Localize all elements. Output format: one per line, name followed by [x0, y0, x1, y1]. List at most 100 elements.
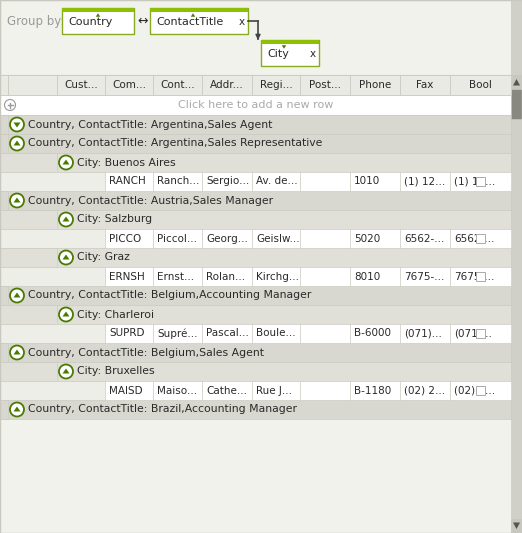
Bar	[261, 40, 319, 66]
Bar	[0, 362, 511, 381]
Bar	[300, 267, 350, 286]
Bar	[350, 75, 400, 95]
Bar	[105, 229, 153, 248]
Text: City: Bruxelles: City: Bruxelles	[77, 367, 155, 376]
Bar	[400, 267, 450, 286]
Bar	[105, 172, 153, 191]
Text: 5020: 5020	[354, 233, 380, 244]
Text: MAISD: MAISD	[109, 385, 143, 395]
Text: Com...: Com...	[112, 80, 146, 90]
Bar	[252, 172, 300, 191]
Text: Maiso...: Maiso...	[157, 385, 197, 395]
Bar	[0, 153, 511, 172]
Text: Ranch...: Ranch...	[157, 176, 199, 187]
Bar	[450, 381, 511, 400]
Bar	[202, 229, 252, 248]
Circle shape	[5, 100, 16, 110]
Bar	[8, 75, 57, 95]
Text: City: City	[267, 49, 289, 59]
Bar	[153, 229, 202, 248]
Bar	[450, 229, 511, 248]
Bar	[450, 75, 511, 95]
Bar	[476, 177, 485, 186]
Bar	[153, 381, 202, 400]
Text: Addr...: Addr...	[210, 80, 244, 90]
Bar	[511, 0, 522, 533]
Bar	[450, 267, 511, 286]
Text: Country, ContactTitle: Austria,Sales Manager: Country, ContactTitle: Austria,Sales Man…	[28, 196, 273, 206]
Bar	[0, 381, 105, 400]
Bar	[511, 89, 522, 119]
Bar	[0, 0, 522, 75]
Polygon shape	[63, 216, 69, 222]
Bar	[450, 172, 511, 191]
Bar	[0, 381, 511, 400]
Bar	[511, 75, 522, 89]
Bar	[105, 381, 153, 400]
Bar	[252, 267, 300, 286]
Text: (071)...: (071)...	[404, 328, 442, 338]
Bar	[0, 172, 105, 191]
Bar	[400, 75, 450, 95]
Bar	[0, 400, 511, 419]
Bar	[0, 75, 8, 95]
Bar	[300, 229, 350, 248]
Polygon shape	[513, 79, 520, 85]
Text: x: x	[310, 49, 316, 59]
Bar	[153, 267, 202, 286]
Bar	[0, 267, 511, 286]
Text: Kirchg...: Kirchg...	[256, 271, 299, 281]
Text: Bool: Bool	[469, 80, 492, 90]
Circle shape	[10, 402, 24, 416]
Bar	[153, 75, 202, 95]
Polygon shape	[14, 198, 20, 203]
Bar	[450, 324, 511, 343]
Text: Georg...: Georg...	[206, 233, 248, 244]
Text: Country: Country	[68, 17, 112, 27]
Bar	[0, 286, 511, 305]
Bar	[0, 362, 57, 381]
Bar	[252, 324, 300, 343]
Bar	[0, 248, 57, 267]
Text: ↔: ↔	[137, 14, 148, 28]
Bar	[105, 267, 153, 286]
Bar	[261, 40, 319, 44]
Bar	[350, 267, 400, 286]
Polygon shape	[14, 407, 20, 411]
Bar	[0, 400, 8, 419]
Bar	[0, 248, 511, 267]
Bar	[202, 267, 252, 286]
Text: Group by:: Group by:	[7, 15, 64, 28]
Bar	[202, 324, 252, 343]
Bar	[202, 172, 252, 191]
Text: Av. de...: Av. de...	[256, 176, 298, 187]
Bar	[202, 381, 252, 400]
Polygon shape	[513, 522, 520, 529]
Bar	[400, 324, 450, 343]
Bar	[450, 324, 511, 343]
Text: Post...: Post...	[309, 80, 341, 90]
Bar	[300, 75, 350, 95]
Text: (02) 2...: (02) 2...	[454, 385, 495, 395]
Text: (02) 2...: (02) 2...	[404, 385, 445, 395]
Circle shape	[10, 345, 24, 359]
Text: 7675-...: 7675-...	[454, 271, 494, 281]
Polygon shape	[63, 159, 69, 165]
Polygon shape	[282, 45, 286, 49]
Text: Country, ContactTitle: Argentina,Sales Representative: Country, ContactTitle: Argentina,Sales R…	[28, 139, 323, 149]
Text: Rue J...: Rue J...	[256, 385, 292, 395]
Bar	[400, 381, 450, 400]
Bar	[0, 229, 105, 248]
Text: Country, ContactTitle: Belgium,Sales Agent: Country, ContactTitle: Belgium,Sales Age…	[28, 348, 264, 358]
Bar	[153, 324, 202, 343]
Text: PICCO: PICCO	[109, 233, 141, 244]
Text: Country, ContactTitle: Belgium,Accounting Manager: Country, ContactTitle: Belgium,Accountin…	[28, 290, 312, 301]
Polygon shape	[63, 311, 69, 317]
Bar	[202, 75, 252, 95]
Text: ERNSH: ERNSH	[109, 271, 145, 281]
Text: Supré...: Supré...	[157, 328, 197, 339]
Bar	[0, 305, 511, 324]
Polygon shape	[14, 350, 20, 354]
Polygon shape	[63, 254, 69, 260]
Bar	[0, 115, 8, 134]
